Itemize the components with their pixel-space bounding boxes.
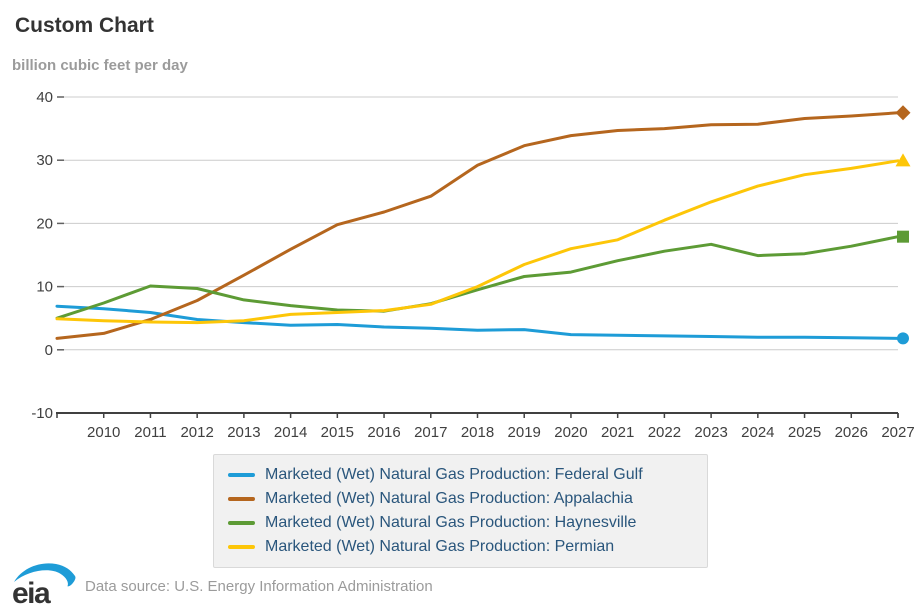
eia-logo: eia [12,563,76,608]
x-tick-label: 2011 [134,424,166,441]
x-tick-label: 2022 [648,424,681,441]
x-tick-label: 2016 [367,424,400,441]
x-tick-label: 2021 [601,424,634,441]
series-end-marker-circle-icon [897,332,909,345]
x-tick-label: 2014 [274,424,307,441]
y-tick-label: 0 [45,342,53,359]
y-tick-label: 20 [36,215,53,232]
x-tick-label: 2013 [227,424,260,441]
legend-label: Marketed (Wet) Natural Gas Production: P… [265,538,615,555]
series-end-marker-square-icon [897,230,909,243]
legend-swatch-icon [228,545,255,549]
y-tick-label: 40 [36,89,53,106]
legend-label: Marketed (Wet) Natural Gas Production: F… [265,466,643,483]
x-tick-label: 2027 [881,424,914,441]
y-tick-label: 30 [36,152,53,169]
y-tick-label: -10 [31,405,53,422]
legend-swatch-icon [228,497,255,501]
eia-logo-swoosh-icon [14,563,76,587]
x-tick-label: 2024 [741,424,774,441]
x-tick-label: 2026 [835,424,868,441]
eia-logo-text: eia [12,577,51,608]
x-tick-label: 2023 [694,424,727,441]
legend-item[interactable]: Marketed (Wet) Natural Gas Production: F… [228,463,697,487]
legend-item[interactable]: Marketed (Wet) Natural Gas Production: A… [228,487,697,511]
x-tick-label: 2018 [461,424,494,441]
x-tick-label: 2010 [87,424,120,441]
x-tick-label: 2020 [554,424,587,441]
legend-item[interactable]: Marketed (Wet) Natural Gas Production: H… [228,511,697,535]
x-tick-label: 2017 [414,424,447,441]
x-tick-label: 2025 [788,424,821,441]
legend-swatch-icon [228,473,255,477]
chart-footer: eia Data source: U.S. Energy Information… [0,556,920,613]
legend-item[interactable]: Marketed (Wet) Natural Gas Production: P… [228,535,697,559]
x-tick-label: 2015 [321,424,354,441]
y-axis-unit-label: billion cubic feet per day [12,57,188,74]
series-end-marker-diamond-icon [895,105,911,121]
data-source-text: Data source: U.S. Energy Information Adm… [85,578,433,595]
legend-swatch-icon [228,521,255,525]
y-tick-label: 10 [36,279,53,296]
series-line [55,235,900,320]
page-title: Custom Chart [15,14,154,37]
series-line [55,159,900,325]
legend-label: Marketed (Wet) Natural Gas Production: H… [265,514,637,531]
legend-label: Marketed (Wet) Natural Gas Production: A… [265,490,633,507]
x-tick-label: 2012 [180,424,213,441]
series-line [55,111,900,340]
x-tick-label: 2019 [508,424,541,441]
series-end-marker-triangle-icon [895,153,911,167]
chart-legend: Marketed (Wet) Natural Gas Production: F… [213,454,708,568]
series-line [55,304,900,340]
